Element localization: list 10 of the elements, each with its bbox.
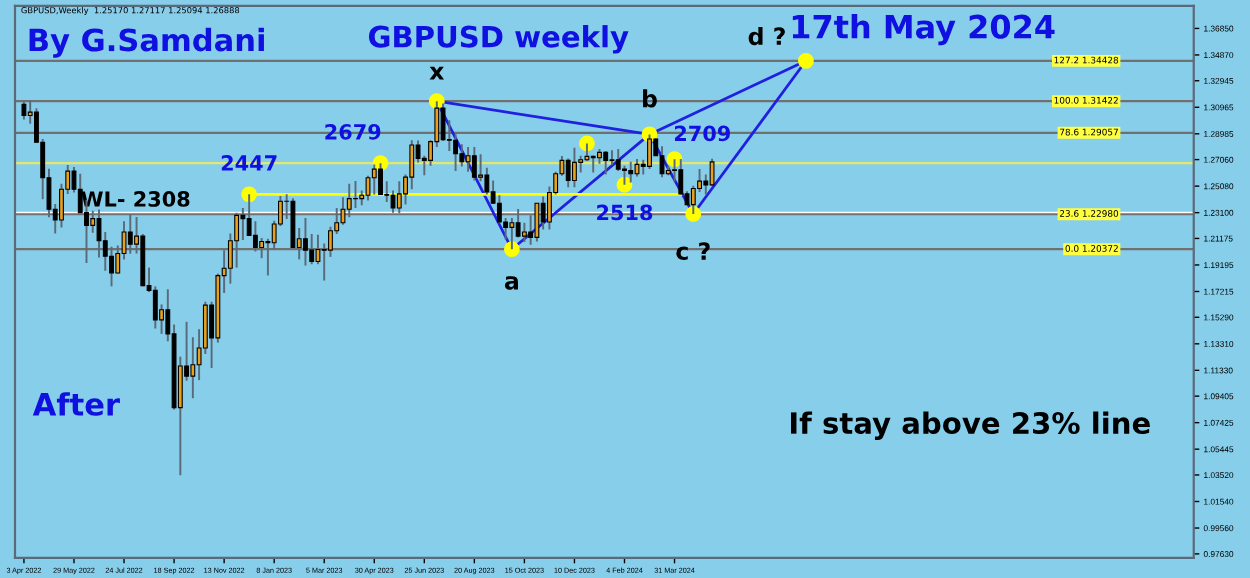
- annotation: By G.Samdani: [29, 27, 264, 58]
- text: GBPUSD weekly: [368, 25, 629, 54]
- annotation: x: [429, 66, 445, 80]
- annotation: c ?: [676, 242, 710, 261]
- annotation: 17th May 2024: [792, 14, 1055, 46]
- annotation: d ?: [748, 26, 785, 46]
- annotation: After: [32, 392, 120, 416]
- annotation: If stay above 23% line: [790, 411, 1150, 440]
- annotation: a: [504, 276, 518, 290]
- annotation: b: [643, 89, 657, 108]
